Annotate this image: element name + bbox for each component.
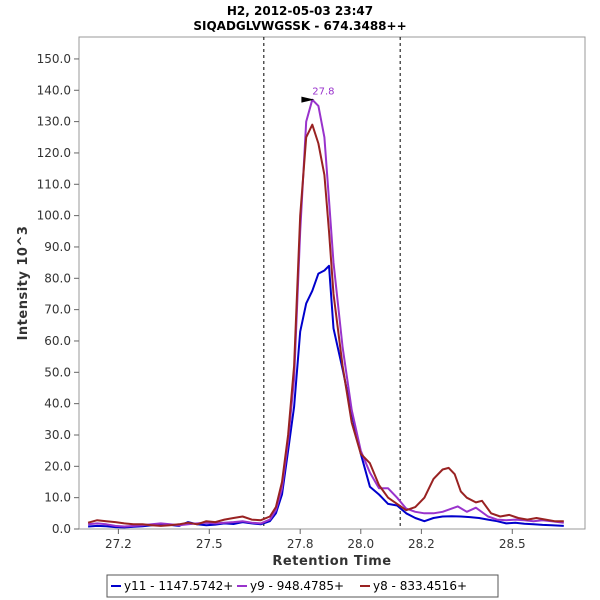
- legend-entry: y11 - 1147.5742+: [124, 579, 233, 593]
- y-tick-label: 150.0: [37, 52, 71, 66]
- y-tick-label: 120.0: [37, 146, 71, 160]
- x-axis-label: Retention Time: [272, 554, 391, 569]
- y-tick-label: 140.0: [37, 83, 71, 97]
- chart-subtitle: SIQADGLVWGSSK - 674.3488++: [193, 19, 406, 33]
- x-tick-label: 27.2: [105, 537, 132, 551]
- x-tick-label: 27.5: [196, 537, 223, 551]
- legend-entry: y9 - 948.4785+: [250, 579, 344, 593]
- x-tick-label: 27.8: [287, 537, 314, 551]
- y-tick-label: 0.0: [52, 522, 71, 536]
- peak-annotation: 27.8: [301, 87, 335, 103]
- x-tick-label: 28.2: [408, 537, 435, 551]
- y-tick-label: 90.0: [44, 240, 71, 254]
- y-tick-label: 40.0: [44, 397, 71, 411]
- y-axis-label: Intensity 10^3: [16, 226, 31, 341]
- peak-label: 27.8: [312, 87, 334, 98]
- y-tick-label: 10.0: [44, 491, 71, 505]
- legend-box: [106, 574, 499, 598]
- y-tick-label: 100.0: [37, 209, 71, 223]
- y-tick-label: 130.0: [37, 115, 71, 129]
- y-tick-label: 20.0: [44, 459, 71, 473]
- y-tick-label: 110.0: [37, 177, 71, 191]
- x-axis: 27.2 27.5 27.8 28.0 28.2 28.5: [105, 529, 526, 551]
- y-tick-label: 30.0: [44, 428, 71, 442]
- y-axis: 0.0 10.0 20.0 30.0 40.0 50.0 60.0 70.0 80.0 90.0 1…: [37, 52, 79, 536]
- y-tick-label: 80.0: [44, 271, 71, 285]
- y-tick-label: 70.0: [44, 303, 71, 317]
- legend-entry: y8 - 833.4516+: [373, 579, 467, 593]
- peak-boundaries: [263, 37, 401, 529]
- peak-arrow-icon: [301, 96, 315, 103]
- legend: y11 - 1147.5742+ y9 - 948.4785+ y8 - 833.4…: [106, 574, 499, 598]
- x-tick-label: 28.0: [347, 537, 374, 551]
- x-tick-label: 28.5: [499, 537, 526, 551]
- y-tick-label: 50.0: [44, 365, 71, 379]
- chart-title: H2, 2012-05-03 23:47: [227, 4, 373, 18]
- y-tick-label: 60.0: [44, 334, 71, 348]
- series-layer: [87, 98, 564, 529]
- series-line-3: [87, 123, 564, 527]
